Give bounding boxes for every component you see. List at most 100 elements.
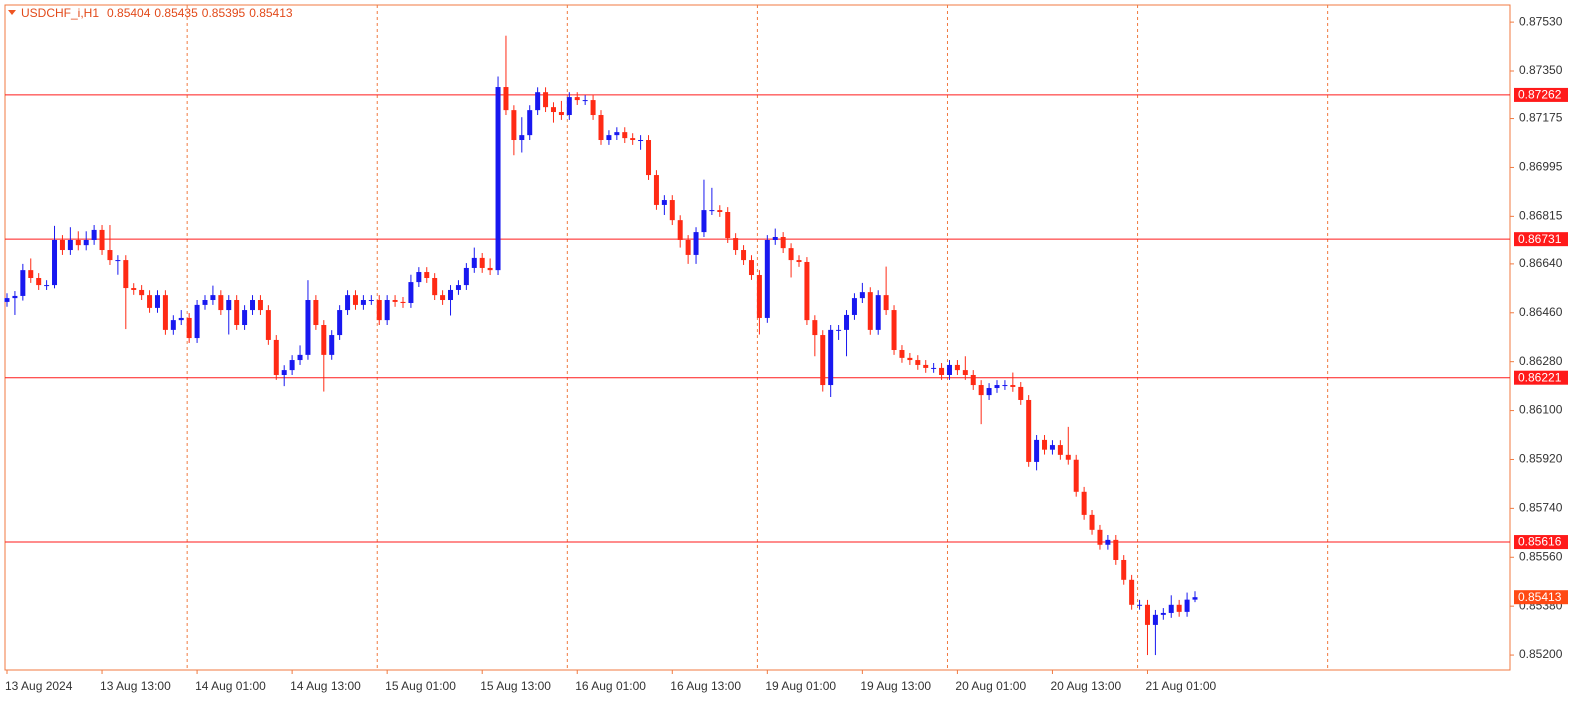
candle-body <box>685 239 691 255</box>
y-tick-label: 0.85740 <box>1519 501 1563 515</box>
candle-body <box>91 229 97 240</box>
price-label: 0.85413 <box>1518 590 1562 604</box>
candle-body <box>701 210 707 233</box>
candle-body <box>503 87 509 111</box>
candle-body <box>297 354 303 361</box>
candle-body <box>954 364 960 371</box>
candle-body <box>614 132 620 136</box>
candle-body <box>1089 514 1095 530</box>
candle-body <box>859 292 865 299</box>
candle-body <box>519 135 525 141</box>
candle-body <box>495 87 501 271</box>
candle-body <box>289 360 295 371</box>
candle-body <box>772 236 778 240</box>
candle-body <box>844 314 850 330</box>
candle-body <box>440 295 446 301</box>
x-tick-label: 15 Aug 01:00 <box>385 679 456 693</box>
candle-body <box>345 295 351 311</box>
candle-body <box>194 304 200 339</box>
candle-body <box>566 97 572 116</box>
candle-body <box>796 260 802 262</box>
x-tick-label: 15 Aug 13:00 <box>480 679 551 693</box>
candle-body <box>257 300 263 311</box>
candle-body <box>978 385 984 396</box>
candle-body <box>1034 439 1040 462</box>
candle-body <box>1042 439 1048 450</box>
candle-body <box>210 295 216 301</box>
high: 0.85435 <box>154 6 198 20</box>
candle-body <box>99 229 105 251</box>
candle-body <box>1144 604 1150 625</box>
candle-body <box>1121 559 1127 580</box>
candle-body <box>543 92 549 108</box>
candle-body <box>376 300 382 321</box>
candle-body <box>970 374 976 386</box>
candle-body <box>392 300 398 302</box>
x-tick-label: 14 Aug 13:00 <box>290 679 361 693</box>
candle-body <box>448 289 454 301</box>
candle-body <box>408 282 414 304</box>
candle-body <box>463 267 469 286</box>
level-label: 0.85616 <box>1518 535 1562 549</box>
level-label-bg <box>1514 232 1568 247</box>
x-tick-label: 13 Aug 2024 <box>5 679 73 693</box>
candle-body <box>305 300 311 355</box>
y-tick-label: 0.86815 <box>1519 209 1563 223</box>
candle-body <box>883 295 889 311</box>
candle-body <box>36 278 42 286</box>
level-label: 0.87262 <box>1518 88 1562 102</box>
level-label-bg <box>1514 370 1568 385</box>
candle-body <box>52 239 58 286</box>
candle-body <box>424 272 430 279</box>
candle-body <box>923 364 929 368</box>
candle-body <box>741 250 747 261</box>
candle-body <box>107 250 113 261</box>
candle-body <box>83 239 89 246</box>
candle-body <box>606 135 612 141</box>
candle-body <box>527 110 533 136</box>
candle-body <box>234 300 240 326</box>
candle-body <box>1129 579 1135 605</box>
candle-body <box>115 260 121 262</box>
candle-body <box>725 211 731 239</box>
candle-body <box>20 270 26 296</box>
candle-body <box>962 370 968 375</box>
y-tick-label: 0.87175 <box>1519 111 1563 125</box>
header: USDCHF_i,H1 0.85404 0.85435 0.85395 0.85413 <box>21 6 293 20</box>
candle-body <box>455 285 461 290</box>
candle-body <box>28 270 34 279</box>
candle-body <box>178 317 184 321</box>
candle-body <box>1097 529 1103 545</box>
collapse-icon[interactable] <box>8 10 16 15</box>
candle-body <box>550 107 556 113</box>
candle-body <box>733 238 739 251</box>
y-tick-label: 0.85920 <box>1519 452 1563 466</box>
candle-body <box>360 300 366 305</box>
candle-body <box>638 140 644 142</box>
x-tick-label: 21 Aug 01:00 <box>1145 679 1216 693</box>
y-tick-label: 0.86460 <box>1519 305 1563 319</box>
candle-body <box>12 295 18 299</box>
candle-body <box>1018 386 1024 400</box>
candle-body <box>273 339 279 375</box>
candle-body <box>994 385 1000 389</box>
candle-body <box>1065 454 1071 460</box>
candle-body <box>939 367 945 375</box>
candle-body <box>218 295 224 311</box>
y-tick-label: 0.86280 <box>1519 354 1563 368</box>
candle-body <box>788 248 794 261</box>
candle-body <box>1184 599 1190 612</box>
candle-body <box>75 239 81 246</box>
candle-body <box>384 300 390 321</box>
candle-body <box>1049 445 1055 450</box>
candle-body <box>1168 604 1174 613</box>
x-tick-label: 13 Aug 13:00 <box>100 679 171 693</box>
candle-body <box>186 317 192 339</box>
candle-body <box>598 115 604 141</box>
candle-body <box>1010 385 1016 387</box>
candle-body <box>170 320 176 330</box>
price-label-bg <box>1514 590 1568 605</box>
candle-body <box>1002 385 1008 387</box>
candle-body <box>622 132 628 139</box>
